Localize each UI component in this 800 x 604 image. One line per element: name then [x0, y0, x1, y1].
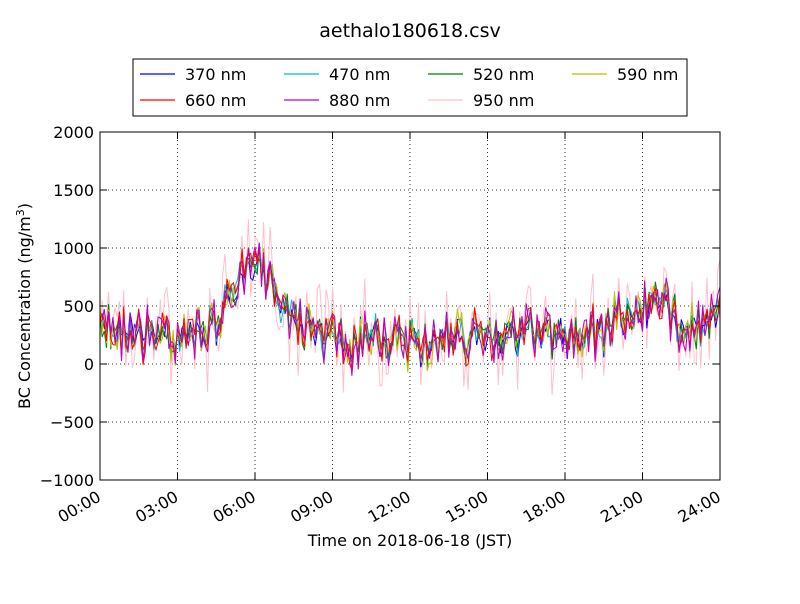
x-tick-label-7: 21:00 — [597, 487, 646, 527]
y-tick-label-4: 1000 — [53, 239, 94, 258]
y-tick-label-3: 500 — [63, 297, 94, 316]
x-tick-label-5: 15:00 — [442, 487, 491, 527]
y-axis-label-main: BC Concentration (ng/m — [15, 216, 34, 409]
legend-label-0: 370 nm — [185, 65, 246, 84]
ticks — [99, 131, 721, 481]
y-tick-label-6: 2000 — [53, 123, 94, 142]
x-tick-label-6: 18:00 — [520, 487, 569, 527]
legend-label-3: 590 nm — [617, 65, 678, 84]
legend: 370 nm 470 nm 520 nm 590 nm 660 nm 880 nm 950 … — [132, 58, 688, 117]
legend-label-6: 950 nm — [473, 91, 534, 110]
x-tick-label-3: 09:00 — [287, 487, 336, 527]
x-tick-label-0: 00:00 — [55, 487, 104, 527]
y-axis-label: BC Concentration (ng/m3) — [14, 203, 34, 409]
legend-label-1: 470 nm — [329, 65, 390, 84]
y-tick-label-1: −500 — [50, 413, 94, 432]
legend-label-4: 660 nm — [185, 91, 246, 110]
x-tick-labels: 00:00 03:00 06:00 09:00 12:00 15:00 18:00 21:00… — [55, 487, 724, 527]
y-axis-label-end: ) — [15, 203, 34, 209]
y-tick-labels: −1000 −500 0 500 1000 1500 2000 — [40, 123, 94, 490]
x-tick-label-4: 12:00 — [365, 487, 414, 527]
y-axis-label-superscript: 3 — [14, 209, 27, 216]
y-tick-label-5: 1500 — [53, 181, 94, 200]
legend-frame — [132, 58, 688, 117]
chart-title: aethalo180618.csv — [319, 20, 501, 42]
x-axis-label: Time on 2018-06-18 (JST) — [307, 531, 512, 550]
series-line-880-nm — [99, 242, 721, 376]
x-tick-label-8: 24:00 — [675, 487, 724, 527]
x-tick-label-2: 06:00 — [210, 487, 259, 527]
series-layer — [99, 219, 721, 395]
x-tick-label-1: 03:00 — [132, 487, 181, 527]
y-tick-label-0: −1000 — [40, 471, 94, 490]
legend-label-2: 520 nm — [473, 65, 534, 84]
legend-label-5: 880 nm — [329, 91, 390, 110]
y-tick-label-2: 0 — [84, 355, 94, 374]
